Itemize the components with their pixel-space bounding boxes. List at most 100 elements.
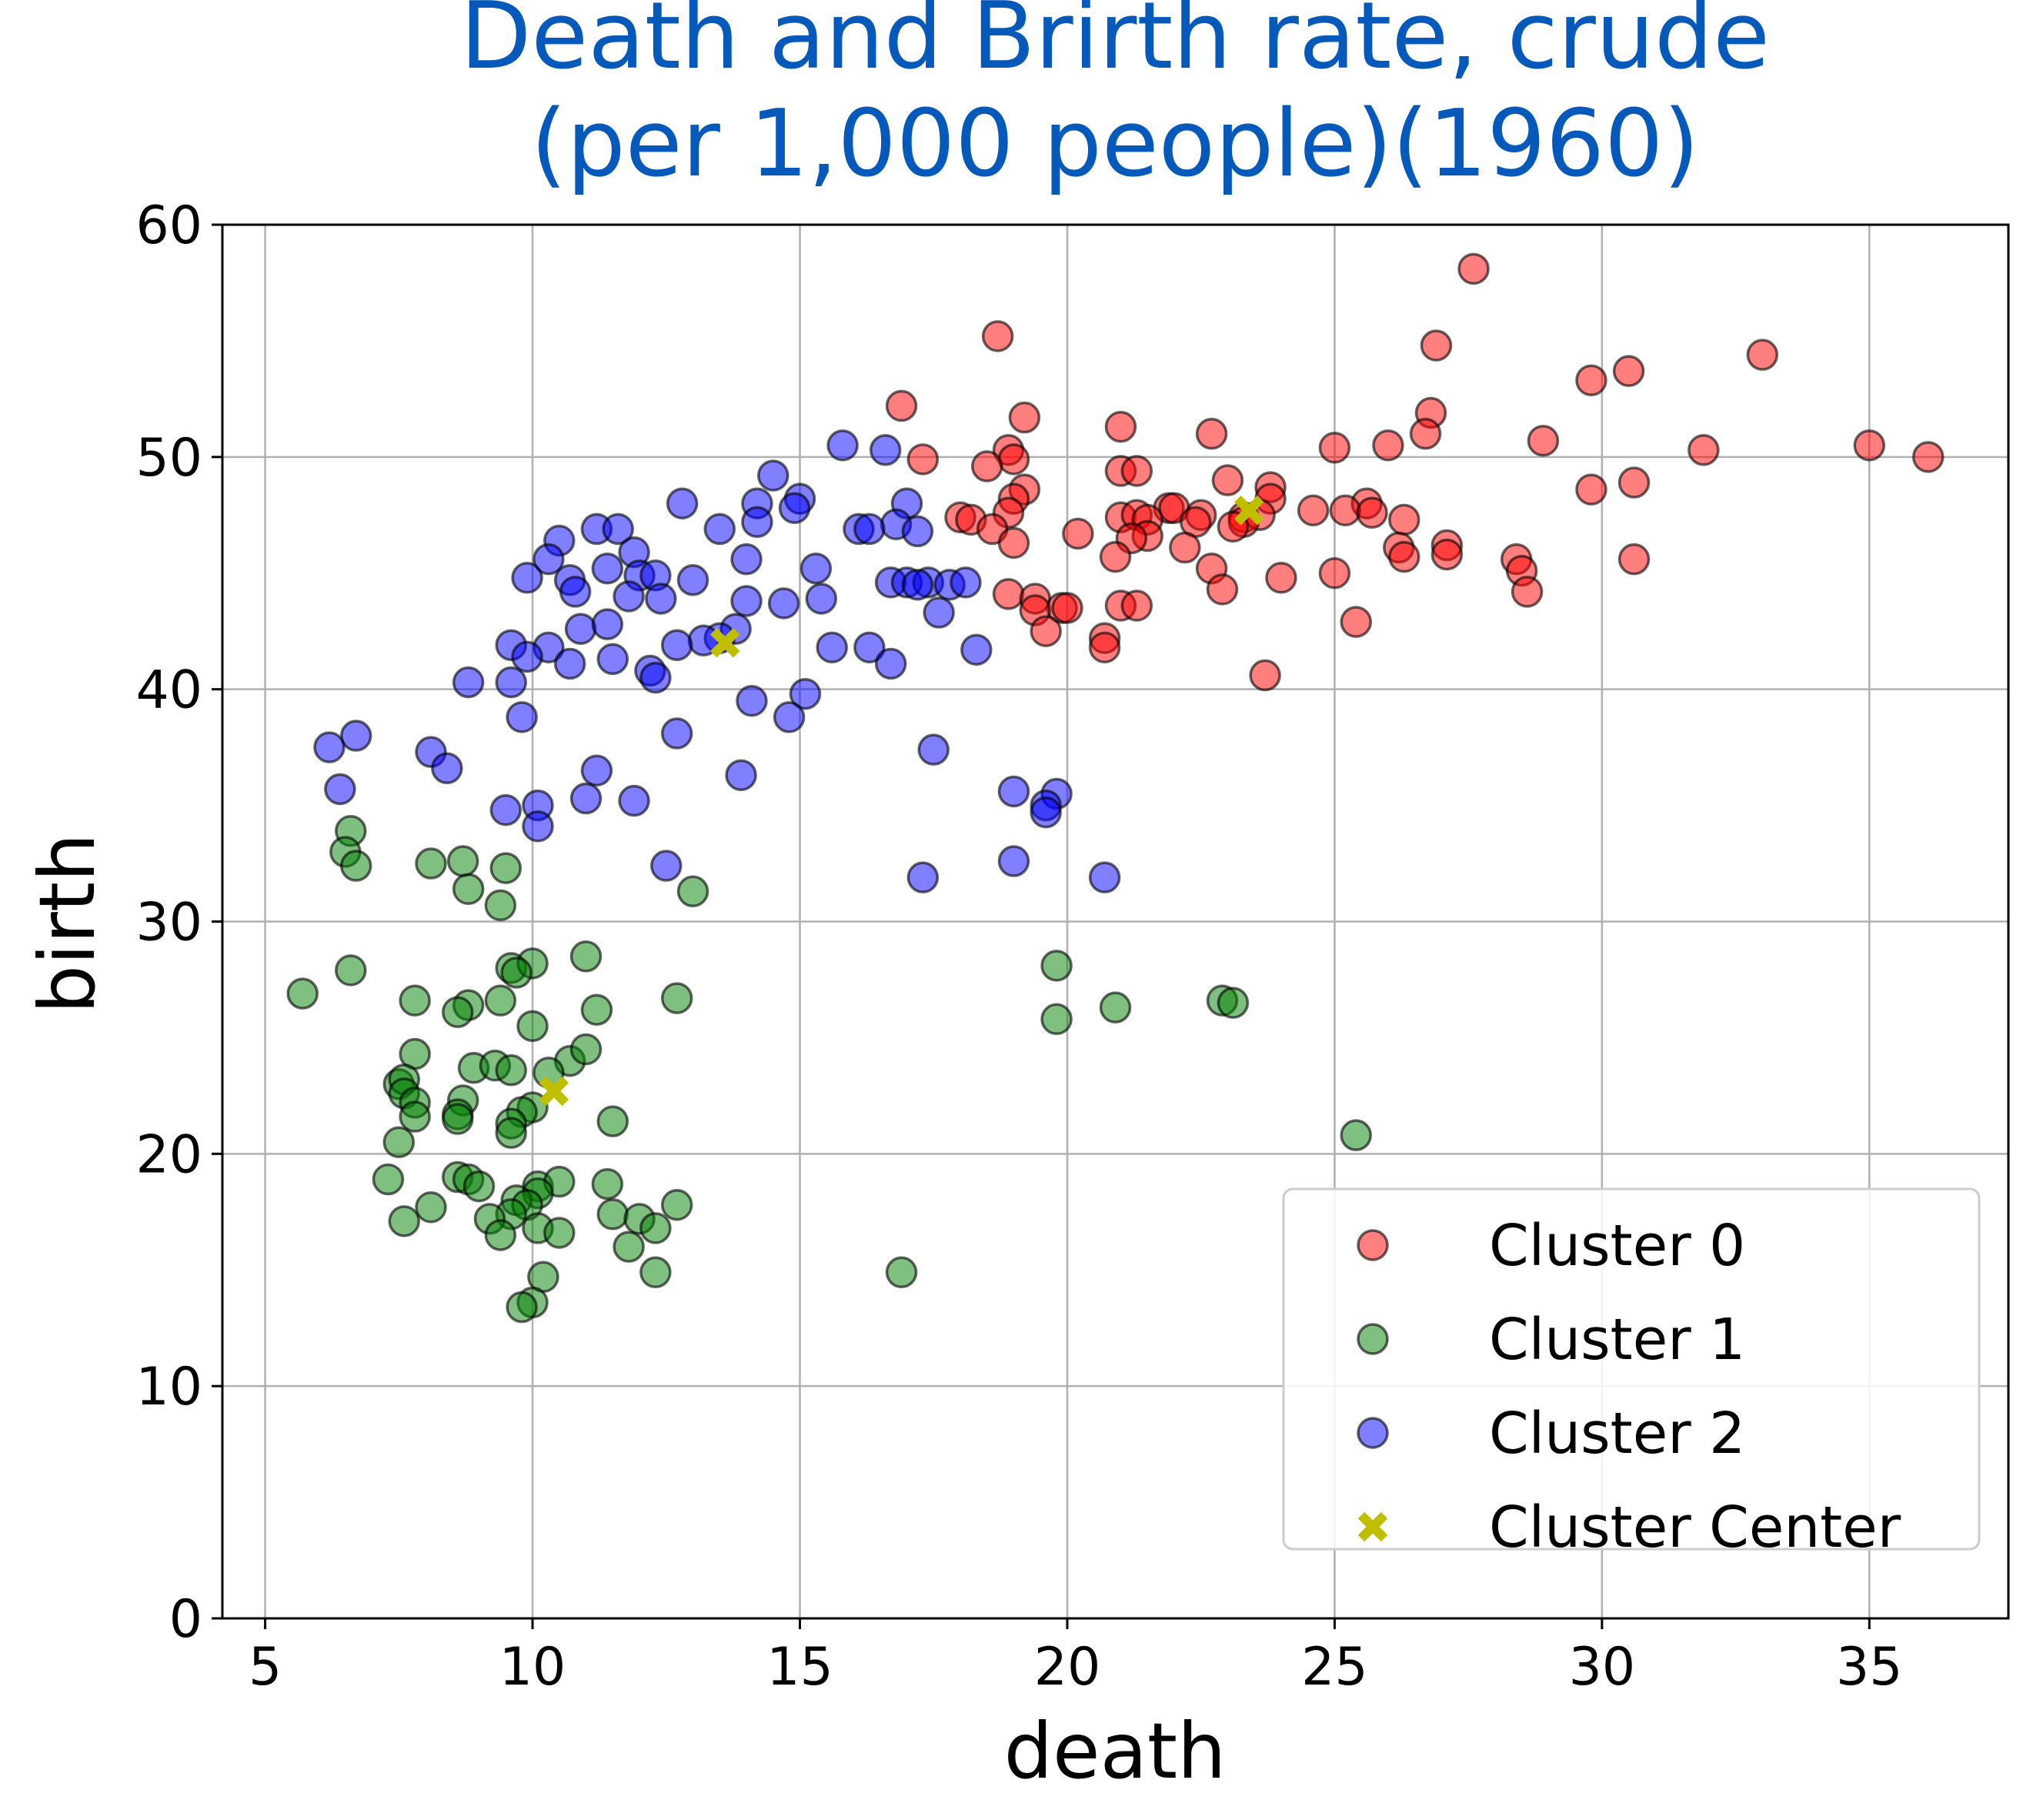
cluster-0-point — [1853, 429, 1886, 462]
cluster-2-point — [580, 754, 613, 787]
legend-cluster-0-marker — [1357, 1229, 1389, 1261]
cluster-1-point — [569, 940, 603, 973]
cluster-1-point — [495, 1117, 528, 1149]
cluster-0-point — [1746, 339, 1779, 371]
cluster-2-point — [917, 733, 950, 766]
cluster-2-point — [452, 666, 485, 699]
legend-label-cluster-1: Cluster 1 — [1489, 1307, 1745, 1373]
cluster-1-point — [372, 1163, 405, 1196]
cluster-2-point — [660, 717, 693, 750]
cluster-0-point — [1912, 441, 1945, 473]
cluster-1-point — [660, 982, 693, 1014]
cluster-2-point — [676, 564, 709, 596]
cluster-2-point — [596, 643, 629, 676]
cluster-2-point — [511, 562, 543, 594]
cluster-2-point — [923, 596, 955, 629]
cluster-2-point — [431, 752, 463, 785]
x-tick-label: 35 — [1836, 1637, 1903, 1698]
cluster-2-point — [489, 793, 522, 827]
cluster-0-point — [981, 320, 1014, 352]
cluster-2-point — [313, 731, 346, 763]
cluster-1-point — [489, 852, 522, 884]
cluster-2-point — [901, 569, 934, 601]
cluster-1-point — [484, 984, 517, 1017]
y-axis-ticks: 0 10 20 30 40 50 60 — [135, 195, 222, 1650]
x-tick-label: 25 — [1301, 1637, 1368, 1698]
cluster-0-point — [1104, 410, 1137, 443]
cluster-0-point — [997, 526, 1030, 559]
cluster-0-point — [1120, 589, 1153, 622]
legend-label-cluster-0: Cluster 0 — [1489, 1213, 1745, 1279]
legend-label-cluster-center: Cluster Center — [1489, 1494, 1901, 1561]
cluster-0-point — [1088, 631, 1121, 664]
cluster-0-point — [1249, 659, 1281, 692]
cluster-2-point — [826, 429, 859, 462]
cluster-1-point — [399, 984, 431, 1017]
cluster-1-point — [388, 1205, 421, 1237]
cluster-1-point — [885, 1256, 918, 1289]
cluster-0-point — [1617, 466, 1651, 499]
x-tick-label: 10 — [499, 1637, 566, 1698]
cluster-1-point — [415, 847, 447, 880]
cluster-2-point — [816, 631, 848, 664]
cluster-1-point — [639, 1212, 672, 1244]
cluster-1-point — [1340, 1119, 1372, 1151]
legend-cluster-1-marker — [1357, 1323, 1389, 1355]
legend-center-marker — [1357, 1511, 1388, 1542]
cluster-0-point — [1318, 432, 1351, 464]
cluster-0-point — [1206, 573, 1239, 606]
cluster-2-point — [602, 513, 634, 546]
cluster-2-point — [660, 629, 693, 662]
cluster-2-point — [960, 633, 993, 666]
cluster-2-point — [1088, 861, 1121, 893]
cluster-1-point — [596, 1198, 629, 1231]
cluster-2-point — [553, 647, 586, 680]
cluster-2-point — [666, 487, 699, 519]
cluster-2-point — [869, 434, 902, 466]
cluster-2-point — [339, 720, 372, 752]
cluster-0-point — [1420, 329, 1453, 362]
y-tick-label: 60 — [135, 195, 202, 256]
cluster-2-point — [645, 583, 677, 615]
x-tick-label: 30 — [1569, 1637, 1636, 1698]
cluster-0-point — [1356, 496, 1388, 529]
cluster-0-point — [1051, 592, 1083, 624]
cluster-2-point — [901, 515, 934, 548]
cluster-0-point — [1430, 538, 1464, 571]
cluster-2-point — [495, 666, 528, 699]
data-points — [286, 252, 1945, 1324]
cluster-1-point — [676, 875, 709, 908]
cluster-1-point — [660, 1188, 693, 1221]
cluster-0-point — [1687, 434, 1720, 466]
cluster-1-point — [382, 1126, 416, 1158]
cluster-2-point — [618, 784, 650, 817]
cluster-0-point — [1008, 401, 1041, 434]
cluster-2-point — [773, 701, 806, 733]
cluster-2-point — [639, 661, 672, 694]
cluster-2-point — [591, 552, 624, 585]
cluster-0-point — [1030, 615, 1062, 647]
cluster-0-point — [992, 578, 1025, 610]
cluster-2-point — [522, 810, 554, 843]
y-tick-label: 40 — [135, 660, 202, 721]
y-tick-label: 30 — [135, 893, 202, 953]
cluster-0-point — [1265, 562, 1297, 594]
cluster-1-point — [569, 1033, 603, 1066]
cluster-1-point — [591, 1167, 624, 1201]
cluster-2-point — [757, 459, 789, 492]
cluster-1-point — [415, 1191, 447, 1224]
cluster-2-point — [559, 576, 592, 608]
y-tick-label: 20 — [135, 1124, 202, 1185]
x-tick-label: 20 — [1034, 1637, 1101, 1698]
cluster-2-point — [741, 506, 773, 539]
cluster-2-point — [324, 773, 356, 806]
cluster-1-point — [484, 889, 517, 922]
cluster-2-point — [997, 845, 1030, 877]
cluster-2-point — [613, 580, 645, 613]
cluster-1-point — [484, 1219, 517, 1251]
cluster-1-point — [339, 850, 372, 882]
cluster-0-point — [1457, 252, 1490, 286]
cluster-1-point — [495, 1054, 528, 1087]
y-tick-label: 50 — [135, 428, 202, 489]
y-axis-label: birth — [22, 833, 112, 1014]
